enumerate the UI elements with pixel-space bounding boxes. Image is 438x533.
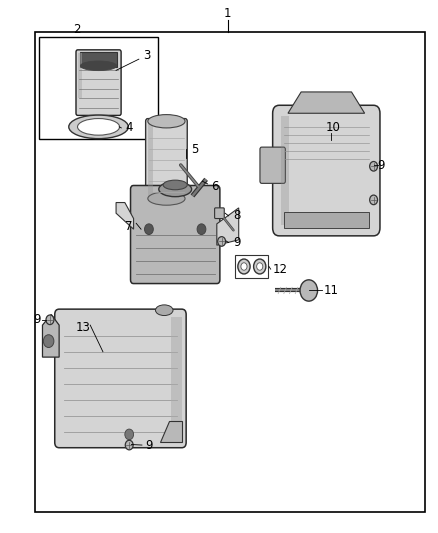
Text: 9: 9 <box>33 313 41 326</box>
Text: 3: 3 <box>143 50 150 62</box>
Bar <box>281 116 289 225</box>
Ellipse shape <box>148 115 185 128</box>
FancyBboxPatch shape <box>55 309 186 448</box>
Text: 13: 13 <box>76 321 91 334</box>
Text: 6: 6 <box>211 180 219 193</box>
Ellipse shape <box>241 263 247 270</box>
Ellipse shape <box>78 118 120 135</box>
Ellipse shape <box>257 263 263 270</box>
Ellipse shape <box>159 182 192 197</box>
Circle shape <box>125 429 134 440</box>
FancyBboxPatch shape <box>215 208 224 219</box>
Text: 10: 10 <box>325 122 340 134</box>
FancyBboxPatch shape <box>131 185 220 284</box>
Text: 8: 8 <box>233 209 240 222</box>
Polygon shape <box>42 314 59 357</box>
Circle shape <box>145 224 153 235</box>
FancyBboxPatch shape <box>272 106 380 236</box>
Ellipse shape <box>148 192 185 205</box>
FancyBboxPatch shape <box>76 50 121 116</box>
Bar <box>171 317 182 440</box>
Circle shape <box>46 315 54 325</box>
Text: 1: 1 <box>224 7 232 20</box>
Circle shape <box>197 224 206 235</box>
Bar <box>236 255 268 278</box>
Text: 9: 9 <box>377 159 385 172</box>
Polygon shape <box>160 421 182 442</box>
Ellipse shape <box>163 180 187 190</box>
Ellipse shape <box>80 61 117 71</box>
Circle shape <box>370 161 378 171</box>
Text: 4: 4 <box>125 122 133 134</box>
Polygon shape <box>116 203 134 229</box>
Text: 9: 9 <box>233 236 240 249</box>
Bar <box>35 32 425 512</box>
Polygon shape <box>288 92 364 113</box>
Text: 11: 11 <box>323 284 338 297</box>
Circle shape <box>125 440 133 450</box>
Ellipse shape <box>254 259 266 274</box>
Bar <box>148 124 153 196</box>
Text: 12: 12 <box>273 263 288 276</box>
Text: 2: 2 <box>73 23 81 36</box>
Bar <box>39 37 158 139</box>
Ellipse shape <box>155 305 173 316</box>
Circle shape <box>300 280 318 301</box>
Text: 5: 5 <box>191 143 198 156</box>
Text: 9: 9 <box>145 439 153 451</box>
Polygon shape <box>217 208 239 245</box>
Bar <box>78 53 82 98</box>
Ellipse shape <box>238 259 250 274</box>
Bar <box>81 52 117 67</box>
FancyBboxPatch shape <box>260 147 285 183</box>
Text: 7: 7 <box>125 220 133 233</box>
Circle shape <box>43 335 54 348</box>
FancyBboxPatch shape <box>145 119 187 201</box>
Circle shape <box>218 237 226 246</box>
Ellipse shape <box>69 115 128 139</box>
Circle shape <box>370 195 378 205</box>
Bar <box>283 212 369 228</box>
